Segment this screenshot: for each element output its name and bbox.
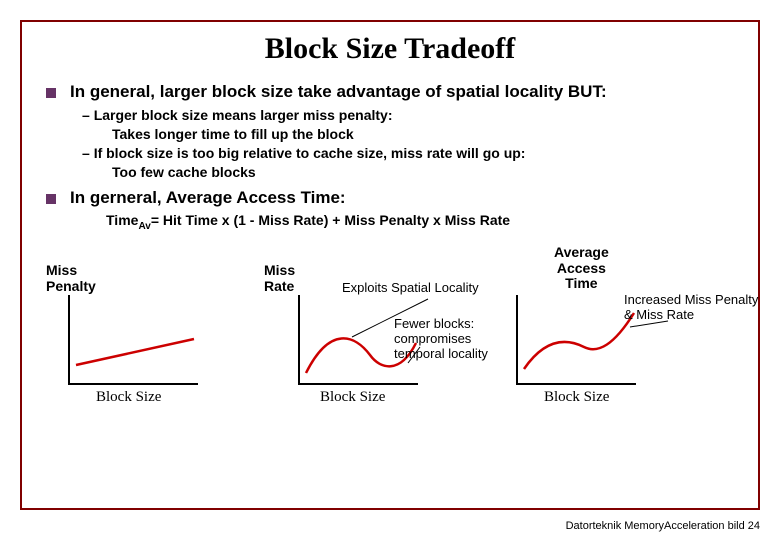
chart-penalty-ylabel: Miss Penalty [46, 263, 96, 294]
chart-avgtime-axes [516, 295, 636, 385]
sub-1a-indent: Takes longer time to fill up the block [70, 125, 734, 144]
sub-1b: If block size is too big relative to cac… [70, 144, 734, 163]
bullet-2: In gerneral, Average Access Time: TimeAv… [46, 188, 734, 232]
slide-footer: Datorteknik MemoryAcceleration bild 24 [566, 520, 760, 532]
bullet-2-text: In gerneral, Average Access Time: [70, 188, 346, 207]
charts-row: Miss Penalty Block Size Miss Rate Ex [46, 245, 734, 415]
ann-increased-penalty: Increased Miss Penalty & Miss Rate [624, 293, 758, 323]
chart-avgtime-xlabel: Block Size [544, 389, 609, 406]
ann-fewer-blocks: Fewer blocks: compromises temporal local… [394, 317, 488, 362]
avgtime-curve [524, 313, 634, 369]
bullet-1: In general, larger block size take advan… [46, 82, 734, 182]
bullet-1-subs: Larger block size means larger miss pena… [70, 106, 734, 182]
formula-pre: Time [106, 212, 138, 228]
ann-spatial-locality: Exploits Spatial Locality [342, 281, 479, 296]
chart-missrate-xlabel: Block Size [320, 389, 385, 406]
slide-frame: Block Size Tradeoff In general, larger b… [20, 20, 760, 510]
bullet-list: In general, larger block size take advan… [46, 82, 734, 231]
slide-title: Block Size Tradeoff [46, 32, 734, 66]
formula-post: = Hit Time x (1 - Miss Rate) + Miss Pena… [151, 212, 510, 228]
sub-1b-indent: Too few cache blocks [70, 163, 734, 182]
chart-missrate-ylabel: Miss Rate [264, 263, 295, 294]
chart-penalty-xlabel: Block Size [96, 389, 161, 406]
formula-sub: Av [138, 220, 150, 231]
formula: TimeAv= Hit Time x (1 - Miss Rate) + Mis… [70, 212, 734, 232]
chart-penalty-svg [70, 295, 200, 385]
penalty-line [76, 339, 194, 365]
sub-1a: Larger block size means larger miss pena… [70, 106, 734, 125]
chart-avgtime-ylabel: Average Access Time [554, 245, 609, 291]
bullet-1-text: In general, larger block size take advan… [70, 82, 607, 101]
chart-penalty-axes [68, 295, 198, 385]
